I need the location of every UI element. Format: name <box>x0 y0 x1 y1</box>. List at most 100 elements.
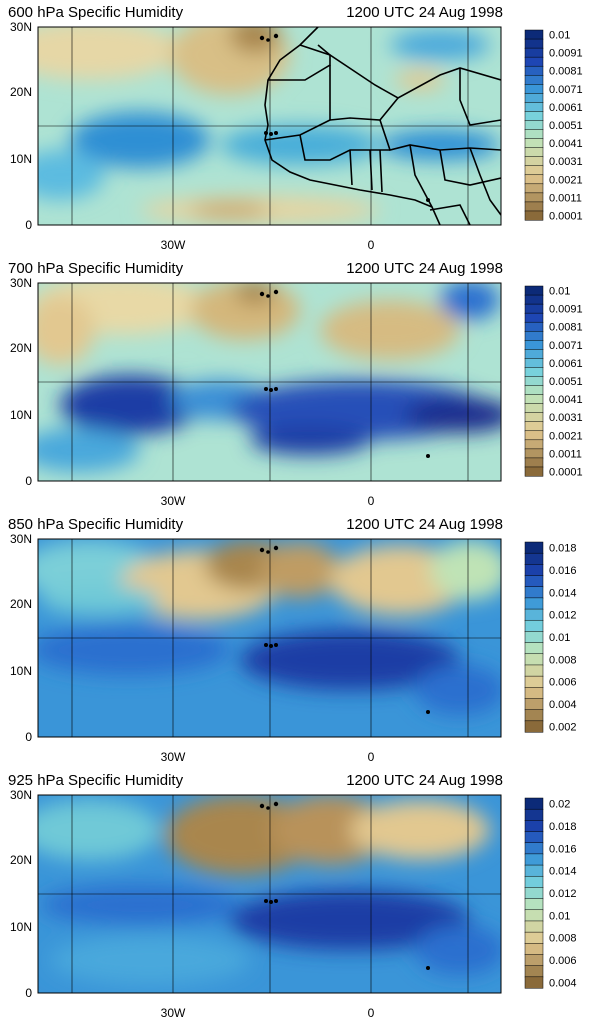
colorbar-label: 0.0021 <box>549 430 583 442</box>
colorbar-swatch <box>524 29 544 40</box>
humidity-field <box>38 27 501 225</box>
colorbar-swatch <box>524 376 544 387</box>
panel-700hpa: 700 hPa Specific Humidity 1200 UTC 24 Au… <box>8 260 583 508</box>
colorbar-swatch <box>524 421 544 432</box>
panel-timestamp: 1200 UTC 24 Aug 1998 <box>346 516 503 533</box>
colorbar-label: 0.004 <box>549 699 577 711</box>
colorbar-label: 0.01 <box>549 286 570 298</box>
colorbar-swatch <box>524 831 544 844</box>
colorbar-label: 0.0071 <box>549 340 583 352</box>
colorbar-swatch <box>524 156 544 167</box>
country-borders <box>264 27 501 225</box>
colorbar-swatch <box>524 111 544 122</box>
colorbar-label: 0.0081 <box>549 322 583 334</box>
colorbar-swatch <box>524 147 544 158</box>
colorbar-swatch <box>524 192 544 203</box>
colorbar-label: 0.012 <box>549 610 577 622</box>
tick-0lon: 0 <box>368 238 375 252</box>
tick-10n: 10N <box>10 920 32 934</box>
panel-925hpa: 925 hPa Specific Humidity 1200 UTC 24 Au… <box>8 772 577 1020</box>
panel-timestamp: 1200 UTC 24 Aug 1998 <box>346 4 503 21</box>
colorbar-swatch <box>524 653 544 666</box>
colorbar-swatch <box>524 931 544 944</box>
colorbar-swatch <box>524 976 544 989</box>
colorbar-swatch <box>524 349 544 359</box>
colorbar-label: 0.0021 <box>549 174 583 186</box>
colorbar-swatch <box>524 457 544 468</box>
colorbar-swatch <box>524 303 544 314</box>
colorbar-swatch <box>524 943 544 956</box>
colorbar-label: 0.016 <box>549 565 577 577</box>
colorbar-label: 0.006 <box>549 677 577 689</box>
colorbar-swatch <box>524 183 544 194</box>
colorbar-swatch <box>524 720 544 733</box>
colorbar-swatch <box>524 138 544 149</box>
colorbar-swatch <box>524 210 544 221</box>
colorbar-label: 0.0041 <box>549 138 583 150</box>
colorbar-swatch <box>524 552 544 565</box>
panel-timestamp: 1200 UTC 24 Aug 1998 <box>346 772 503 789</box>
colorbar-swatch <box>524 586 544 599</box>
colorbar-label: 0.008 <box>549 933 577 945</box>
colorbar-swatch <box>524 367 544 378</box>
x-axis-ticks: 30W 0 <box>161 750 375 764</box>
canary-islands <box>259 289 430 458</box>
tick-30w: 30W <box>161 238 186 252</box>
y-axis-ticks: 30N 20N 10N 0 <box>10 788 32 1000</box>
tick-0: 0 <box>25 474 32 488</box>
canary-islands <box>259 801 430 970</box>
colorbar-swatch <box>524 102 544 112</box>
colorbar-swatch <box>524 285 544 296</box>
colorbar-swatch <box>524 698 544 711</box>
colorbar-swatch <box>524 631 544 644</box>
colorbar-label: 0.018 <box>549 543 577 555</box>
colorbar-swatch <box>524 608 544 621</box>
colorbar-label: 0.018 <box>549 821 577 833</box>
colorbar-label: 0.006 <box>549 955 577 967</box>
colorbar: 0.01 0.0091 0.0081 0.0071 0.0061 0.0051 0.0041… <box>524 29 583 222</box>
colorbar-swatch <box>524 74 544 85</box>
tick-30w: 30W <box>161 494 186 508</box>
colorbar-swatch <box>524 875 544 888</box>
colorbar-label: 0.0081 <box>549 66 583 78</box>
tick-30w: 30W <box>161 1006 186 1020</box>
colorbar-label: 0.0071 <box>549 84 583 96</box>
colorbar-swatch <box>524 93 544 103</box>
colorbar-swatch <box>524 808 544 821</box>
tick-0: 0 <box>25 986 32 1000</box>
y-axis-ticks: 30N 20N 10N 0 <box>10 276 32 488</box>
tick-0lon: 0 <box>368 1006 375 1020</box>
tick-20n: 20N <box>10 597 32 611</box>
colorbar-label: 0.0001 <box>549 210 583 222</box>
tick-10n: 10N <box>10 408 32 422</box>
colorbar-swatch <box>524 65 544 76</box>
colorbar-label: 0.01 <box>549 632 570 644</box>
colorbar-swatch <box>524 129 544 140</box>
colorbar-label: 0.01 <box>549 910 570 922</box>
colorbar-swatch <box>524 675 544 688</box>
tick-10n: 10N <box>10 152 32 166</box>
colorbar-swatch <box>524 642 544 655</box>
graticule <box>38 795 501 993</box>
colorbar-label: 0.0001 <box>549 466 583 478</box>
x-axis-ticks: 30W 0 <box>161 494 375 508</box>
colorbar: 0.018 0.016 0.014 0.012 0.01 0.008 0.006 0.004 0… <box>524 541 577 733</box>
colorbar-swatch <box>524 439 544 450</box>
colorbar-swatch <box>524 294 544 305</box>
colorbar-label: 0.0091 <box>549 304 583 316</box>
panel-850hpa: 850 hPa Specific Humidity 1200 UTC 24 Au… <box>8 516 577 764</box>
tick-10n: 10N <box>10 664 32 678</box>
graticule <box>38 539 501 737</box>
colorbar-label: 0.0031 <box>549 412 583 424</box>
tick-30n: 30N <box>10 20 32 34</box>
colorbar-label: 0.002 <box>549 721 577 733</box>
tick-0: 0 <box>25 730 32 744</box>
colorbar-swatch <box>524 165 544 176</box>
canary-islands <box>259 33 430 202</box>
colorbar-label: 0.004 <box>549 977 577 989</box>
colorbar-label: 0.0061 <box>549 358 583 370</box>
colorbar-label: 0.0011 <box>549 448 582 460</box>
colorbar-swatch <box>524 84 544 94</box>
colorbar-swatch <box>524 47 544 58</box>
